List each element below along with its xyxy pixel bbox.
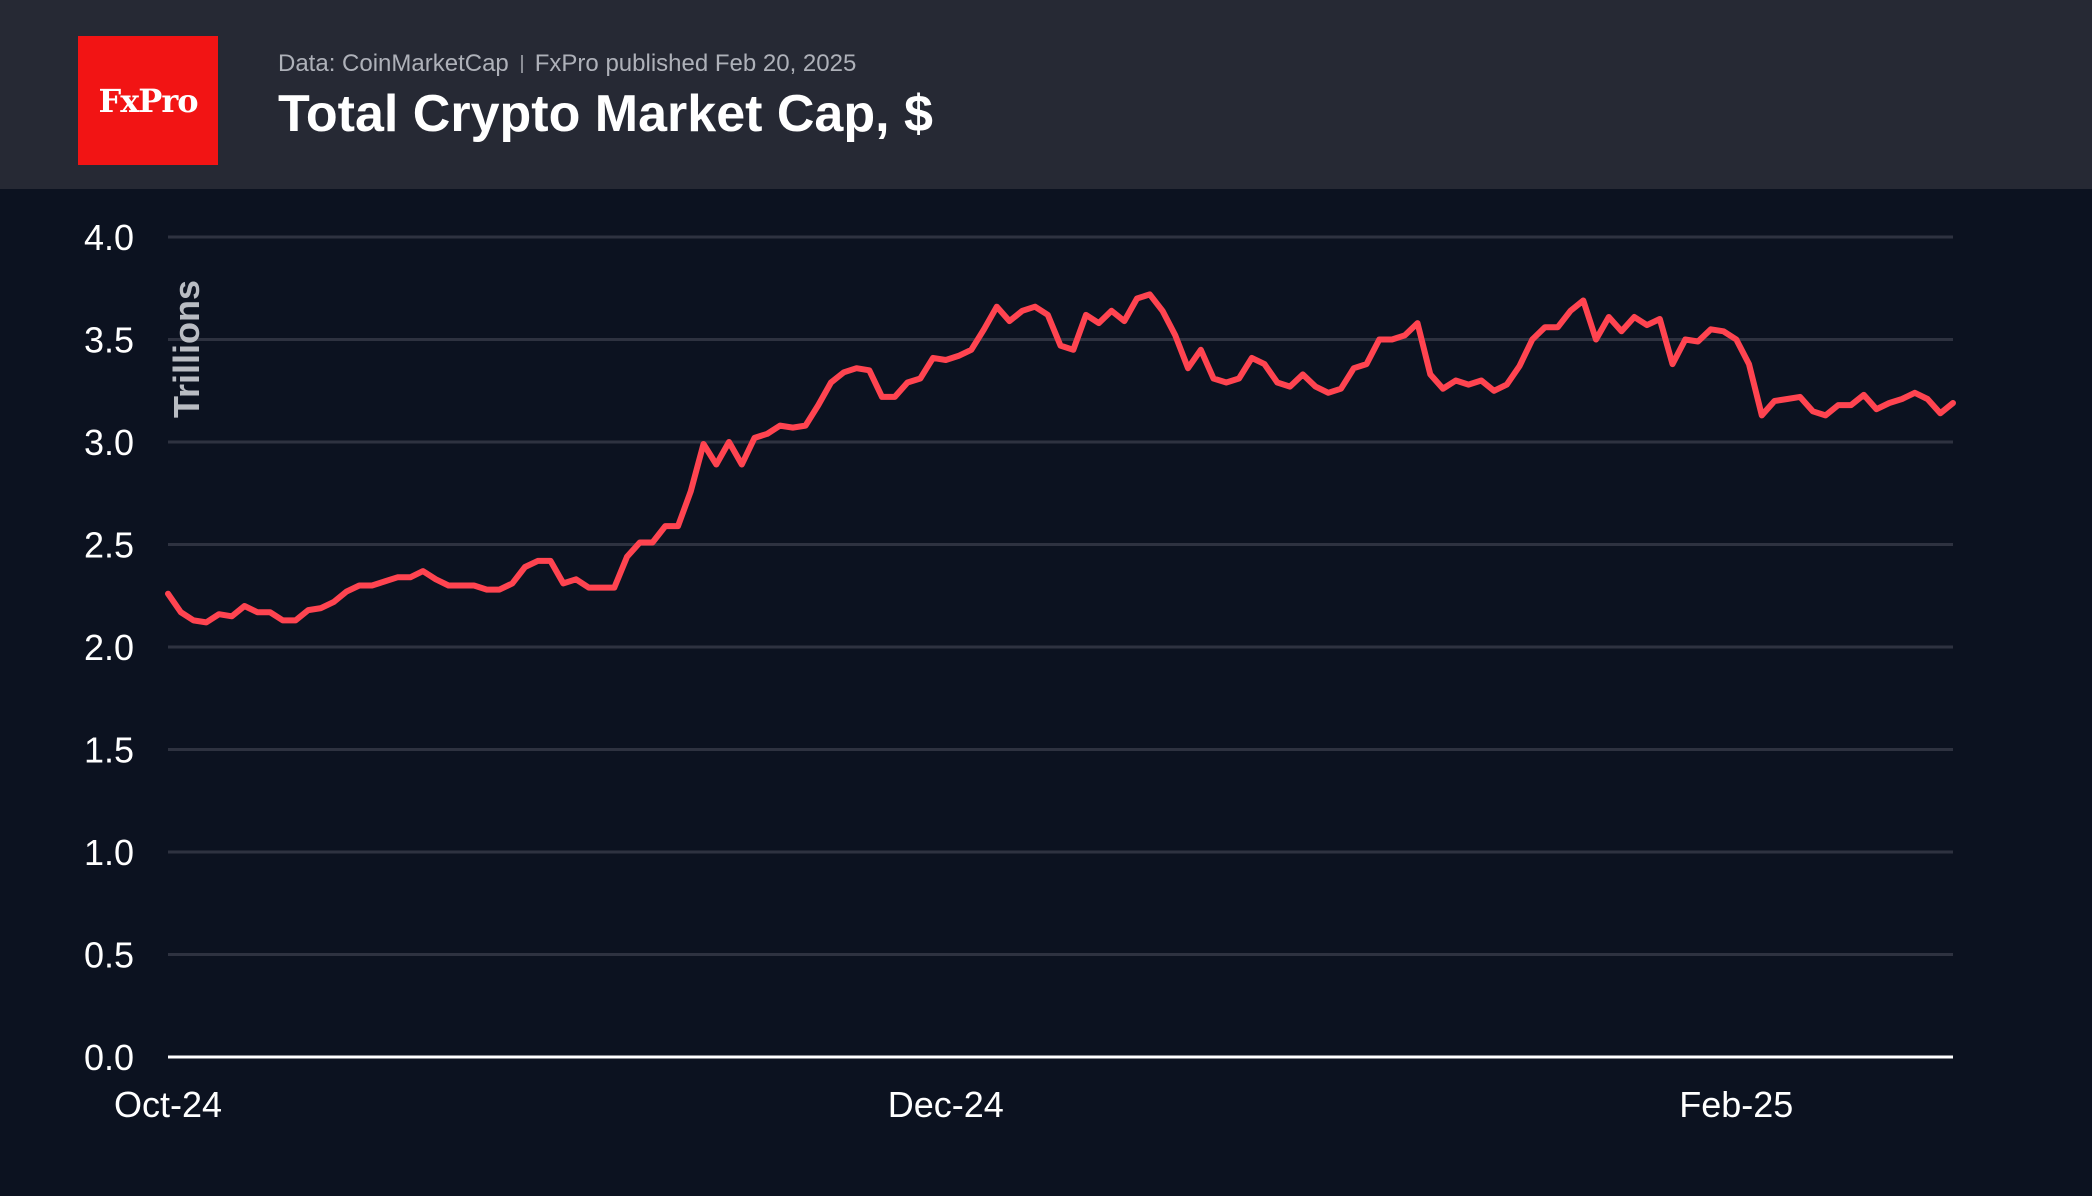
fxpro-logo: FxPro: [78, 36, 218, 165]
y-tick-label: 3.5: [84, 320, 134, 361]
y-axis-ticks: 0.0 0.5 1.0 1.5 2.0 2.5 3.0 3.5 4.0: [84, 217, 134, 1078]
chart-title: Total Crypto Market Cap, $: [278, 85, 933, 143]
data-source: Data: CoinMarketCap: [278, 50, 509, 77]
x-tick-label: Oct-24: [114, 1084, 222, 1125]
y-tick-label: 0.0: [84, 1037, 134, 1078]
y-tick-label: 4.0: [84, 217, 134, 258]
series-line: [165, 291, 1956, 626]
published-date: FxPro published Feb 20, 2025: [534, 50, 857, 77]
y-tick-label: 2.0: [84, 627, 134, 668]
y-tick-label: 1.0: [84, 832, 134, 873]
y-tick-label: 0.5: [84, 935, 134, 976]
y-tick-label: 1.5: [84, 730, 134, 771]
gridlines: [168, 235, 1953, 956]
y-axis-label: Trillions: [166, 280, 207, 418]
meta-divider: [520, 55, 523, 73]
chart-meta: Data: CoinMarketCap FxPro published Feb …: [278, 48, 856, 80]
x-tick-label: Feb-25: [1679, 1084, 1793, 1125]
series-group: [165, 291, 1956, 626]
header-bar: FxPro Data: CoinMarketCap FxPro publishe…: [0, 0, 2092, 189]
x-tick-label: Dec-24: [888, 1084, 1004, 1125]
x-axis-ticks: Oct-24 Dec-24 Feb-25: [114, 1084, 1793, 1125]
y-tick-label: 2.5: [84, 525, 134, 566]
y-tick-label: 3.0: [84, 422, 134, 463]
line-chart: 0.0 0.5 1.0 1.5 2.0 2.5 3.0 3.5 4.0 Oct-24 Dec-24…: [84, 217, 1956, 1125]
